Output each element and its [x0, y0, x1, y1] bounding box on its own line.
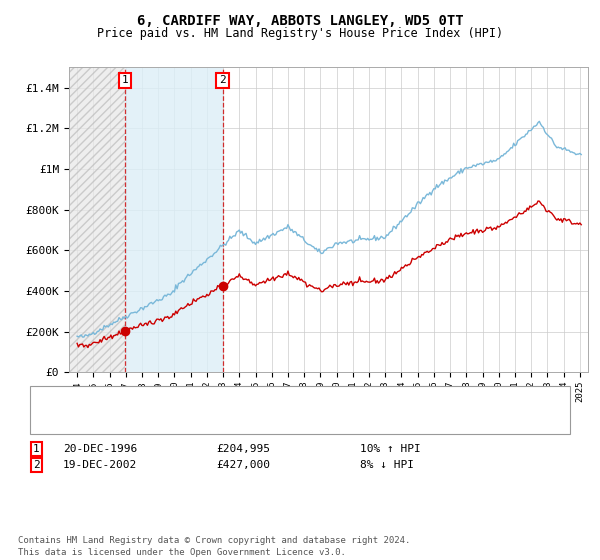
Text: 1: 1 [122, 76, 128, 85]
Text: 6, CARDIFF WAY, ABBOTS LANGLEY, WD5 0TT: 6, CARDIFF WAY, ABBOTS LANGLEY, WD5 0TT [137, 14, 463, 28]
Text: £204,995: £204,995 [216, 444, 270, 454]
Text: 1: 1 [33, 444, 40, 454]
Text: 20-DEC-1996: 20-DEC-1996 [63, 444, 137, 454]
Text: 10% ↑ HPI: 10% ↑ HPI [360, 444, 421, 454]
Text: £427,000: £427,000 [216, 460, 270, 470]
Text: 2: 2 [219, 76, 226, 85]
Text: Contains HM Land Registry data © Crown copyright and database right 2024.
This d: Contains HM Land Registry data © Crown c… [18, 536, 410, 557]
Text: 6, CARDIFF WAY, ABBOTS LANGLEY, WD5 0TT (detached house): 6, CARDIFF WAY, ABBOTS LANGLEY, WD5 0TT … [93, 389, 443, 399]
Text: 19-DEC-2002: 19-DEC-2002 [63, 460, 137, 470]
Text: ─────: ───── [42, 389, 76, 399]
Text: HPI: Average price, detached house, Three Rivers: HPI: Average price, detached house, Thre… [93, 408, 393, 418]
Text: 2: 2 [33, 460, 40, 470]
Text: Price paid vs. HM Land Registry's House Price Index (HPI): Price paid vs. HM Land Registry's House … [97, 27, 503, 40]
Bar [125, 67, 223, 372]
Text: 8% ↓ HPI: 8% ↓ HPI [360, 460, 414, 470]
Bar [69, 67, 125, 372]
Text: ─────: ───── [42, 408, 76, 418]
